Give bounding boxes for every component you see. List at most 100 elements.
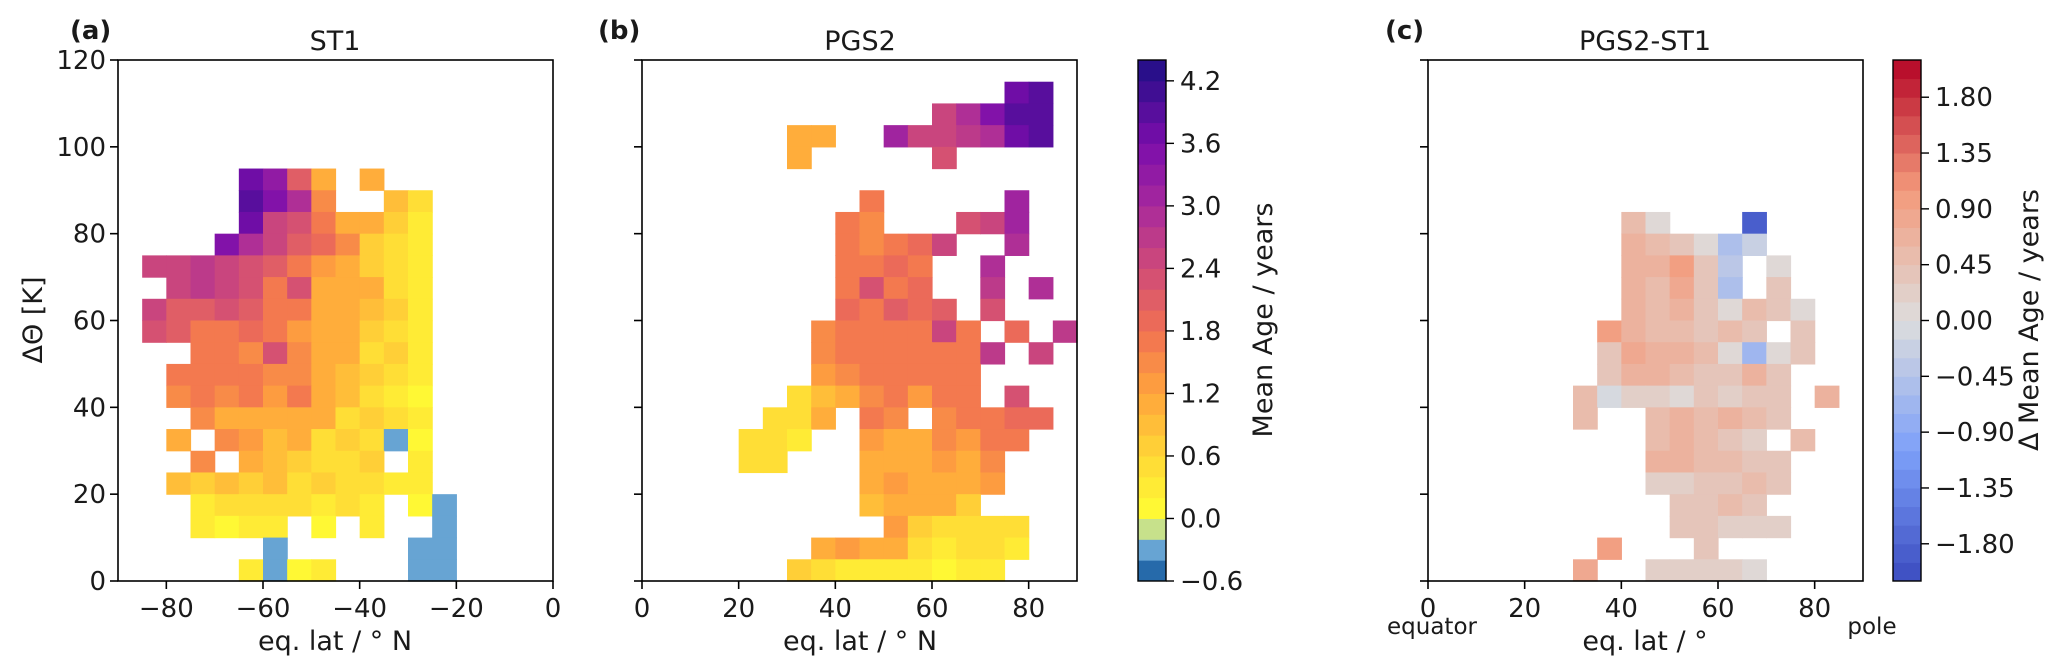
- x-tick-label: 80: [1012, 594, 1045, 624]
- heatmap-cell: [287, 450, 312, 474]
- heatmap-cell: [1597, 385, 1622, 408]
- colorbar-segment: [1893, 60, 1921, 80]
- heatmap-cell: [883, 125, 909, 148]
- heatmap-cell: [956, 363, 981, 387]
- heatmap-cell: [1004, 320, 1030, 343]
- heatmap-cell: [1766, 277, 1792, 300]
- heatmap-cell: [335, 320, 361, 343]
- heatmap-cell: [859, 298, 885, 322]
- heatmap-cell: [408, 233, 433, 256]
- heatmap-cell: [1742, 298, 1767, 322]
- heatmap-cell: [859, 472, 885, 495]
- heatmap-cell: [907, 385, 933, 408]
- heatmap-cell: [859, 537, 885, 560]
- x-tick-label: 60: [1701, 594, 1734, 624]
- heatmap-cell: [263, 342, 288, 365]
- heatmap-cell: [1766, 515, 1792, 539]
- heatmap-cell: [859, 450, 885, 474]
- colorbar-segment: [1893, 264, 1921, 284]
- heatmap-cell: [1693, 277, 1719, 300]
- heatmap-cell: [238, 298, 264, 322]
- heatmap-cell: [1028, 81, 1054, 105]
- colorbar-segment: [1893, 339, 1921, 359]
- heatmap-cell: [1693, 233, 1719, 256]
- heatmap-cell: [835, 342, 861, 365]
- heatmap-cell: [907, 515, 933, 539]
- heatmap-cell: [263, 320, 288, 343]
- heatmap-cell: [762, 429, 788, 452]
- y-tick-label: 60: [73, 307, 106, 337]
- heatmap-cell: [1718, 429, 1743, 452]
- colorbar-tick-label: 0.00: [1935, 307, 1993, 337]
- heatmap-cell: [1645, 320, 1671, 343]
- heatmap-cell: [1669, 298, 1695, 322]
- heatmap-cell: [1693, 320, 1719, 343]
- heatmap-cell: [166, 472, 192, 495]
- panel-c-x-ticks: 0 20 40 60 80: [1420, 581, 1831, 624]
- heatmap-cell: [311, 559, 337, 582]
- heatmap-cell: [1028, 342, 1054, 365]
- heatmap-cell: [214, 298, 240, 322]
- heatmap-cell: [190, 320, 216, 343]
- heatmap-cell: [408, 407, 433, 430]
- heatmap-cell: [1004, 233, 1030, 256]
- heatmap-cell: [1742, 211, 1767, 235]
- heatmap-cell: [883, 277, 909, 300]
- heatmap-cell: [980, 429, 1006, 452]
- panel-b-cells: [738, 81, 1078, 582]
- heatmap-cell: [980, 211, 1006, 235]
- heatmap-cell: [238, 494, 264, 517]
- heatmap-cell: [214, 255, 240, 278]
- heatmap-cell: [432, 537, 457, 560]
- heatmap-cell: [980, 515, 1006, 539]
- heatmap-cell: [956, 450, 981, 474]
- heatmap-cell: [1621, 277, 1647, 300]
- colorbar-tick-label: 1.35: [1935, 139, 1993, 169]
- heatmap-cell: [1004, 125, 1030, 148]
- heatmap-cell: [335, 298, 361, 322]
- heatmap-cell: [359, 450, 385, 474]
- heatmap-cell: [214, 515, 240, 539]
- colorbar-segment: [1138, 414, 1166, 436]
- heatmap-cell: [214, 320, 240, 343]
- heatmap-cell: [883, 320, 909, 343]
- heatmap-cell: [980, 559, 1006, 582]
- x-tick-label: 80: [1798, 594, 1831, 624]
- heatmap-cell: [956, 537, 981, 560]
- colorbar-segment: [1138, 330, 1166, 353]
- heatmap-cell: [1693, 450, 1719, 474]
- heatmap-cell: [835, 537, 861, 560]
- heatmap-cell: [956, 494, 981, 517]
- heatmap-cell: [1766, 298, 1792, 322]
- heatmap-cell: [859, 320, 885, 343]
- heatmap-cell: [1004, 190, 1030, 213]
- colorbar-segment: [1138, 476, 1166, 499]
- heatmap-cell: [1645, 255, 1671, 278]
- heatmap-cell: [883, 385, 909, 408]
- heatmap-cell: [190, 342, 216, 365]
- heatmap-cell: [359, 407, 385, 430]
- heatmap-cell: [287, 298, 312, 322]
- heatmap-cell: [1669, 385, 1695, 408]
- heatmap-cell: [1669, 494, 1695, 517]
- heatmap-cell: [359, 494, 385, 517]
- heatmap-cell: [214, 363, 240, 387]
- heatmap-cell: [932, 537, 957, 560]
- heatmap-cell: [1004, 211, 1030, 235]
- heatmap-cell: [238, 472, 264, 495]
- panel-a-cells: [142, 168, 457, 582]
- colorbar-delta-mean-age: 1.80 1.35 0.90 0.45 0.00 −0.45 −0.90 −1.35 −1.80…: [1892, 59, 2045, 582]
- heatmap-cell: [738, 450, 764, 474]
- heatmap-cell: [1669, 559, 1695, 582]
- colorbar-segment: [1893, 376, 1921, 396]
- heatmap-cell: [287, 190, 312, 213]
- heatmap-cell: [883, 515, 909, 539]
- heatmap-cell: [1766, 407, 1792, 430]
- panel-a-label: (a): [70, 16, 111, 46]
- colorbar-mean-age-label: Mean Age / years: [1248, 203, 1279, 438]
- heatmap-cell: [166, 385, 192, 408]
- heatmap-cell: [287, 255, 312, 278]
- heatmap-cell: [883, 363, 909, 387]
- heatmap-cell: [1718, 559, 1743, 582]
- heatmap-cell: [287, 233, 312, 256]
